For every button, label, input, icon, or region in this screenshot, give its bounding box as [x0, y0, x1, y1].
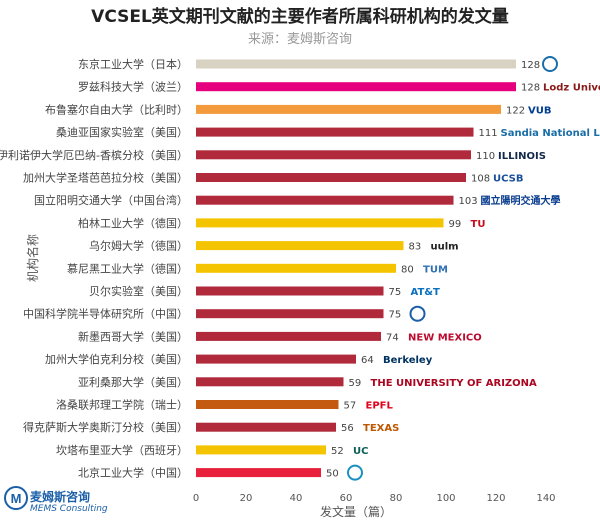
category-label: 伊利诺伊大学厄巴纳-香槟分校（美国） — [0, 148, 188, 162]
bar — [196, 241, 404, 251]
data-label: 74 — [386, 332, 399, 343]
category-label: 罗兹科技大学（波兰） — [78, 80, 188, 94]
category-label: 加州大学圣塔芭芭拉分校（美国） — [23, 171, 188, 185]
category-label: 柏林工业大学（德国） — [78, 216, 188, 230]
data-label: 122 — [506, 105, 525, 116]
institution-logo: UC — [353, 446, 368, 457]
bar — [196, 59, 516, 69]
category-label: 坎塔布里亚大学（西班牙） — [56, 443, 188, 457]
category-label: 新墨西哥大学（美国） — [78, 329, 188, 343]
category-label: 得克萨斯大学奥斯汀分校（美国） — [23, 420, 188, 434]
bar — [196, 331, 381, 341]
data-label: 56 — [341, 423, 354, 434]
category-label: 加州大学伯克利分校（美国） — [45, 352, 188, 366]
bar — [196, 468, 321, 478]
institution-logo-icon — [409, 305, 426, 322]
bar — [196, 173, 466, 182]
x-tick-label: 0 — [193, 493, 199, 504]
bar — [196, 377, 344, 387]
chart-title: VCSEL英文期刊文献的主要作者所属科研机构的发文量 — [91, 7, 509, 27]
x-tick-label: 80 — [390, 493, 403, 504]
category-label: 东京工业大学（日本） — [78, 57, 188, 71]
data-label: 80 — [401, 264, 414, 275]
x-tick-label: 120 — [486, 493, 505, 504]
bar — [196, 218, 444, 228]
institution-logo: TU — [471, 219, 486, 230]
bar — [196, 104, 501, 114]
x-tick-label: 40 — [290, 493, 303, 504]
institution-logo: UCSB — [493, 174, 523, 185]
category-label: 布鲁塞尔自由大学（比利时） — [45, 102, 188, 116]
x-tick-label: 60 — [340, 493, 353, 504]
brand-name-cn: 麦姆斯咨询 — [30, 490, 91, 504]
category-label: 桑迪亚国家实验室（美国） — [56, 125, 188, 139]
institution-logo: 國立陽明交通大學 — [481, 194, 561, 207]
category-label: 乌尔姆大学（德国） — [89, 239, 188, 253]
brand-name-en: MEMS Consulting — [30, 504, 108, 514]
institution-logo: TEXAS — [363, 423, 399, 434]
institution-logo: EPFL — [366, 401, 394, 412]
institution-logo: ILLINOIS — [498, 151, 546, 162]
bar — [196, 150, 471, 160]
data-label: 75 — [389, 287, 402, 298]
bar — [196, 400, 339, 409]
institution-logo-icon — [347, 464, 363, 481]
bar — [196, 195, 454, 205]
category-label: 北京工业大学（中国） — [78, 466, 188, 480]
institution-logo: uulm — [431, 242, 459, 253]
data-label: 128 — [521, 60, 540, 71]
data-label: 50 — [326, 469, 339, 480]
institution-logo: THE UNIVERSITY OF ARIZONA — [371, 378, 538, 389]
bar — [196, 127, 474, 137]
data-label: 103 — [459, 196, 478, 207]
data-label: 52 — [331, 446, 344, 457]
data-label: 75 — [389, 310, 402, 321]
data-label: 59 — [349, 378, 362, 389]
institution-logo: AT&T — [411, 287, 441, 298]
data-label: 128 — [521, 83, 540, 94]
institution-logo: TUM — [423, 264, 448, 275]
bar — [196, 422, 336, 432]
institution-logo-icon — [542, 56, 558, 72]
institution-logo: NEW MEXICO — [408, 332, 482, 343]
institution-logo: Lodz University of Technology — [543, 83, 600, 94]
data-label: 108 — [471, 174, 490, 185]
category-label: 慕尼黑工业大学（德国） — [67, 261, 188, 275]
data-label: 64 — [361, 355, 374, 366]
institution-logo: VUB — [528, 105, 551, 116]
category-label: 亚利桑那大学（美国） — [78, 375, 188, 389]
bar — [196, 286, 384, 296]
bar — [196, 354, 356, 364]
category-label: 中国科学院半导体研究所（中国） — [23, 307, 188, 321]
category-label: 国立阳明交通大学（中国台湾） — [34, 193, 188, 207]
category-label: 洛桑联邦理工学院（瑞士） — [56, 398, 188, 412]
x-tick-label: 20 — [240, 493, 253, 504]
x-axis-label: 发文量（篇） — [320, 505, 393, 519]
x-tick-label: 140 — [536, 493, 555, 504]
x-tick-label: 100 — [436, 493, 455, 504]
bar — [196, 263, 396, 273]
data-label: 83 — [409, 242, 422, 253]
data-label: 99 — [449, 219, 462, 230]
logo-mark-letter: M — [11, 491, 22, 506]
bar — [196, 82, 516, 92]
category-label: 贝尔实验室（美国） — [89, 284, 188, 298]
data-label: 57 — [344, 401, 357, 412]
mems-logo-icon: M — [4, 486, 28, 510]
chart-subtitle: 来源：麦姆斯咨询 — [247, 32, 352, 47]
bar — [196, 445, 326, 455]
bar — [196, 309, 384, 319]
data-label: 111 — [479, 128, 498, 139]
institution-logo: Sandia National Laboratories — [501, 128, 600, 139]
institution-logo: Berkeley — [383, 355, 433, 366]
data-label: 110 — [476, 151, 495, 162]
